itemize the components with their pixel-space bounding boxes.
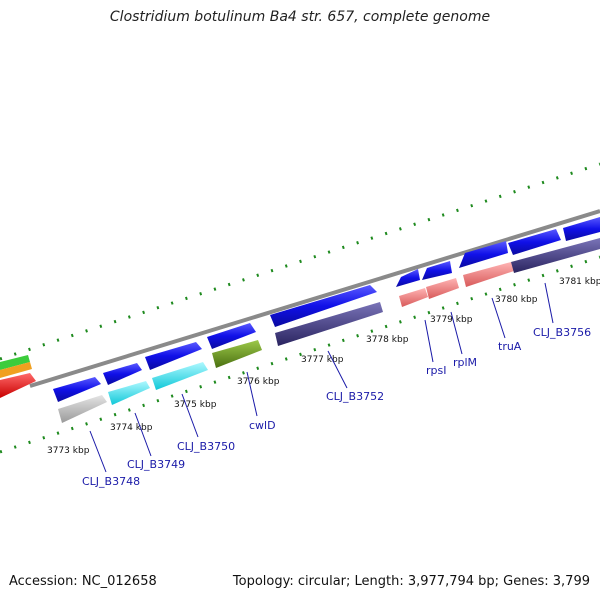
kbp-label: 3778 kbp <box>366 335 409 345</box>
feature-left-orange <box>0 362 32 378</box>
gene-label: rpsI <box>426 364 446 377</box>
kbp-label: 3773 kbp <box>47 446 90 456</box>
genome-backbone <box>29 209 600 388</box>
leader-line <box>327 350 348 389</box>
leader-line <box>246 371 258 417</box>
gene-label: CLJ_B3750 <box>177 440 235 453</box>
gene-label: rplM <box>453 356 477 369</box>
cds-arrow <box>145 342 202 370</box>
kbp-label: 3779 kbp <box>430 315 473 325</box>
kbp-label: 3774 kbp <box>110 423 153 433</box>
feature-navy <box>511 238 600 273</box>
cds-arrow <box>270 285 377 327</box>
kbp-label: 3781 kbp <box>559 277 600 287</box>
cds-arrow <box>53 377 101 402</box>
kbp-label: 3777 kbp <box>301 355 344 365</box>
cds-arrow <box>563 217 600 241</box>
gene-label: truA <box>498 340 522 353</box>
leader-line <box>181 393 199 438</box>
kbp-label: 3776 kbp <box>237 377 280 387</box>
cds-forward-row <box>53 217 600 402</box>
cds-arrow <box>508 229 561 255</box>
feature-navy <box>275 302 383 346</box>
kbp-label: 3775 kbp <box>174 400 217 410</box>
leader-line <box>134 412 152 457</box>
outer-tick-track <box>0 162 600 361</box>
leader-line <box>544 282 554 324</box>
feature-olive <box>212 340 262 368</box>
feature-salmon <box>463 262 514 287</box>
cds-arrow <box>207 323 256 349</box>
cds-arrow <box>396 269 420 287</box>
feature-salmon <box>426 278 459 299</box>
gene-label: cwlD <box>249 419 276 432</box>
gene-label: CLJ_B3756 <box>533 326 591 339</box>
gene-label: CLJ_B3749 <box>127 458 185 471</box>
leader-line <box>450 311 463 355</box>
feature-salmon <box>399 288 428 307</box>
cds-arrow <box>103 363 142 385</box>
kbp-scale: 3773 kbp 3774 kbp 3775 kbp 3776 kbp 3777… <box>47 277 600 456</box>
cds-arrow <box>459 241 508 268</box>
feature-cyan <box>152 362 208 390</box>
map-title: Clostridium botulinum Ba4 str. 657, comp… <box>109 9 491 25</box>
feature-grey <box>58 395 107 423</box>
gene-label: CLJ_B3748 <box>82 475 140 488</box>
leader-line <box>424 319 434 363</box>
feature-cyan <box>108 381 150 405</box>
feature-left-red <box>0 373 36 398</box>
kbp-label: 3780 kbp <box>495 295 538 305</box>
gene-label: CLJ_B3752 <box>326 390 384 403</box>
accession-label: Accession: NC_012658 <box>9 574 157 589</box>
inner-tick-track <box>0 255 600 454</box>
leader-line <box>89 430 107 473</box>
gene-leader-lines <box>89 282 554 473</box>
feature-left-green <box>0 355 30 370</box>
genome-stats-label: Topology: circular; Length: 3,977,794 bp… <box>232 574 590 589</box>
gene-labels: CLJ_B3748 CLJ_B3749 CLJ_B3750 cwlD CLJ_B… <box>82 326 591 488</box>
feature-row <box>58 238 600 423</box>
leader-line <box>491 297 506 339</box>
cds-arrow <box>422 261 452 280</box>
